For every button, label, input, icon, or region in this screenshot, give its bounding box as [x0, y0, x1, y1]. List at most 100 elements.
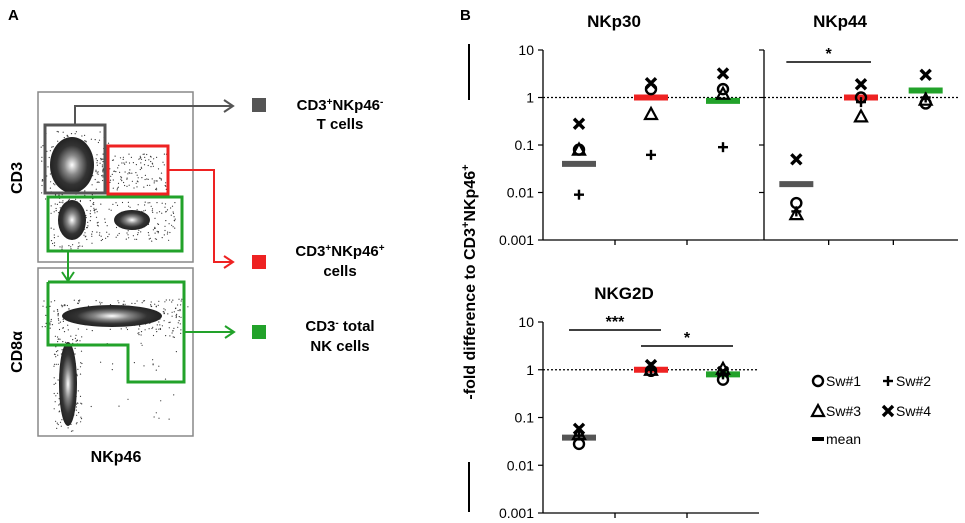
flow-dot-4-124 [117, 300, 119, 302]
flow-dot-3-37 [152, 229, 154, 231]
flow-dot-1-145 [110, 175, 112, 177]
flow-dot-6-88 [74, 347, 76, 349]
point-0-0-Sw2 [574, 189, 584, 200]
flow-dot-1-10 [156, 180, 158, 182]
flow-dot-7-26 [118, 405, 120, 407]
flow-dot-3-4 [164, 225, 166, 227]
flow-dot-1-94 [155, 188, 157, 190]
flow-dot-3-112 [144, 201, 146, 203]
flow-dot-3-18 [100, 239, 102, 242]
flow-dot-1-95 [150, 160, 152, 163]
flow-dot-2-89 [53, 245, 56, 247]
flow-dot-1-82 [146, 153, 148, 156]
flow-dot-3-71 [154, 232, 156, 234]
flow-dot-7-2 [143, 365, 145, 367]
flow-dot-3-129 [149, 202, 151, 204]
flow-dot-3-95 [137, 232, 139, 234]
point-1-1-Sw4 [854, 78, 868, 91]
flow-dot-2-30 [87, 221, 89, 223]
flow-dot-4-149 [45, 322, 47, 324]
flow-dot-4-31 [169, 321, 171, 323]
flow-dot-1-129 [147, 178, 149, 180]
flow-dot-0-50 [41, 184, 43, 187]
legend-label-1: Sw#2 [896, 373, 931, 389]
flow-dot-4-123 [140, 331, 143, 333]
flow-dot-3-138 [134, 238, 136, 240]
flow-dot-3-114 [136, 209, 138, 211]
flow-dot-3-7 [107, 236, 109, 238]
flow-dot-4-6 [44, 326, 46, 328]
flow-dot-6-60 [67, 427, 69, 429]
flow-dot-1-35 [128, 184, 130, 186]
flow-dot-0-35 [90, 138, 92, 140]
flow-dot-1-149 [150, 166, 152, 168]
flow-dot-7-30 [112, 363, 114, 365]
flow-dot-4-158 [157, 304, 159, 306]
flow-dot-3-128 [151, 208, 154, 210]
flow-dot-2-12 [68, 245, 70, 247]
flow-dot-3-24 [164, 203, 167, 205]
flow-dot-3-31 [171, 224, 173, 226]
flow-dot-4-110 [62, 327, 64, 329]
flow-dot-3-14 [125, 238, 127, 240]
flow-dot-5-15 [177, 322, 179, 324]
flow-dot-2-73 [58, 212, 60, 214]
flow-dot-6-69 [75, 409, 77, 411]
flow-dot-2-65 [89, 200, 91, 202]
flow-dot-3-92 [100, 235, 102, 237]
flow-dot-2-87 [91, 242, 93, 244]
panel-label-a: A [8, 7, 19, 24]
flow-dot-5-12 [159, 324, 161, 326]
flow-dot-3-27 [149, 237, 151, 239]
flow-dot-3-125 [154, 238, 156, 240]
flow-dot-7-9 [152, 359, 154, 361]
flow-dot-1-111 [144, 159, 147, 161]
flow-dot-7-16 [111, 369, 113, 371]
flow-dot-3-29 [106, 225, 108, 227]
flow-dot-3-48 [121, 201, 124, 204]
flow-dot-0-60 [70, 133, 73, 135]
flow-dot-0-81 [41, 192, 43, 194]
flow-dot-3-34 [106, 231, 108, 233]
flow-dot-7-7 [173, 327, 175, 329]
point-0-0-Sw3 [571, 141, 587, 156]
flow-dot-3-56 [110, 209, 112, 211]
flow-dot-6-123 [75, 423, 77, 425]
legend: Sw#1 Sw#2 Sw#3 Sw#4 mean [810, 373, 931, 447]
point-1-2-Sw3 [917, 91, 934, 106]
legend-label-4: mean [826, 431, 861, 447]
flow-dot-1-90 [123, 162, 125, 164]
flow-dot-4-10 [86, 328, 88, 330]
flow-dot-6-90 [54, 401, 56, 403]
flow-dot-7-6 [100, 361, 102, 363]
flow-dot-4-75 [57, 315, 59, 317]
flow-dot-3-105 [100, 203, 102, 205]
flow-dot-0-142 [97, 181, 99, 183]
flow-dot-1-86 [165, 185, 167, 187]
flow-dot-1-11 [136, 186, 138, 188]
flow-dot-2-64 [70, 248, 72, 250]
flow-dot-6-0 [62, 341, 64, 343]
flow-dot-1-38 [151, 178, 153, 180]
flow-dot-1-78 [97, 173, 99, 175]
flow-dot-4-54 [91, 330, 93, 332]
flow-dot-3-134 [174, 227, 176, 229]
point-0-2-Sw1 [716, 82, 730, 96]
flow-dot-4-16 [178, 316, 180, 318]
gate-swatch-t-cells [252, 98, 266, 112]
flow-dot-1-124 [146, 184, 148, 186]
flow-dot-3-41 [168, 239, 170, 241]
flow-dot-1-49 [150, 156, 152, 158]
flow-dot-5-8 [144, 329, 146, 331]
flow-dot-3-70 [150, 205, 152, 207]
flow-dot-0-155 [74, 133, 76, 135]
point-0-2-Sw3 [715, 85, 731, 100]
contour-nk-cd3neg [58, 200, 86, 240]
flow-dot-7-24 [155, 369, 157, 371]
flow-dot-1-137 [153, 158, 155, 160]
flow-dot-6-65 [56, 392, 59, 394]
flow-dot-7-31 [80, 362, 82, 364]
flow-dot-2-74 [72, 244, 74, 246]
flow-dot-6-119 [53, 363, 56, 365]
